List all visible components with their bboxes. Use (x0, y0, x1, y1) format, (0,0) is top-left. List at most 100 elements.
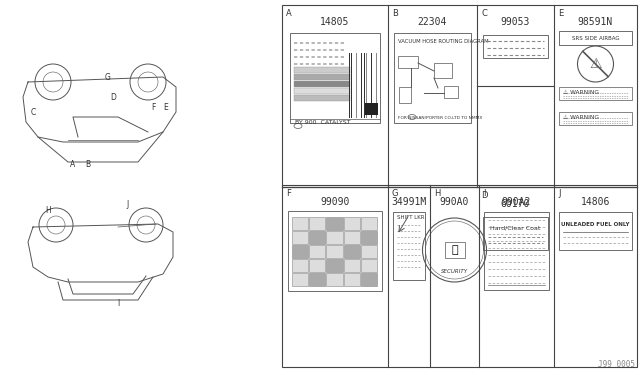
Text: F: F (151, 103, 155, 112)
Bar (290, 33, 380, 123)
Text: J: J (558, 189, 561, 198)
Text: SRS SIDE AIRBAG: SRS SIDE AIRBAG (572, 35, 620, 41)
Bar (326, 217, 342, 230)
Text: A: A (286, 9, 292, 18)
Bar (394, 33, 471, 123)
Bar (361, 245, 377, 258)
Text: 60170: 60170 (501, 199, 530, 209)
Text: C: C (481, 9, 487, 18)
Text: 990A2: 990A2 (502, 197, 531, 207)
Text: ⚠: ⚠ (589, 57, 602, 71)
Bar (393, 212, 425, 280)
Text: SHIFT LKR: SHIFT LKR (397, 215, 424, 220)
Text: E: E (558, 9, 563, 18)
Bar (292, 245, 308, 258)
Text: 99090: 99090 (320, 197, 349, 207)
Text: FOR NISSAN/PORTER CO,LTD TO NMMX: FOR NISSAN/PORTER CO,LTD TO NMMX (398, 116, 483, 120)
Bar (398, 56, 418, 68)
Bar (559, 112, 632, 125)
Text: 22304: 22304 (418, 17, 447, 27)
Bar (288, 211, 382, 291)
Bar (292, 231, 308, 244)
Bar (344, 273, 360, 286)
Text: I: I (117, 299, 119, 308)
Bar (294, 88, 350, 94)
Bar (294, 81, 350, 87)
Text: SECURITY: SECURITY (441, 269, 468, 274)
Bar (371, 53, 372, 118)
Bar (309, 273, 325, 286)
Bar (445, 242, 465, 258)
Text: B: B (85, 160, 91, 169)
Bar (309, 231, 325, 244)
Text: 14805: 14805 (320, 17, 349, 27)
Bar (326, 259, 342, 272)
Bar (344, 231, 360, 244)
Text: D: D (110, 93, 116, 102)
Bar (376, 53, 377, 118)
Bar (559, 87, 632, 100)
Bar (344, 259, 360, 272)
Bar (361, 217, 377, 230)
Text: VACUUM HOSE ROUTING DIAGRAM: VACUUM HOSE ROUTING DIAGRAM (398, 39, 488, 44)
Bar (351, 53, 352, 118)
Bar (282, 5, 637, 187)
Bar (361, 259, 377, 272)
Bar (309, 217, 325, 230)
Bar (366, 53, 367, 118)
Bar (309, 245, 325, 258)
Text: Hard/Clear Coat: Hard/Clear Coat (490, 225, 541, 230)
Bar (364, 53, 365, 118)
Bar (434, 63, 452, 78)
Text: 🔒: 🔒 (451, 245, 458, 255)
Text: H: H (434, 189, 440, 198)
Bar (559, 31, 632, 45)
Text: F: F (286, 189, 291, 198)
Bar (326, 231, 342, 244)
Text: H: H (45, 205, 51, 215)
Text: UNLEADED FUEL ONLY: UNLEADED FUEL ONLY (561, 222, 630, 227)
Bar (309, 259, 325, 272)
Bar (361, 273, 377, 286)
Text: ⚠ WARNING: ⚠ WARNING (563, 90, 599, 95)
Text: I: I (483, 189, 486, 198)
Bar (353, 53, 354, 118)
Bar (326, 245, 342, 258)
Text: 14806: 14806 (581, 197, 610, 207)
Bar (559, 212, 632, 250)
Bar (361, 53, 362, 118)
Bar (294, 67, 350, 73)
Text: E: E (164, 103, 168, 112)
Bar (483, 217, 548, 250)
Text: BY 900  CATALYST: BY 900 CATALYST (295, 120, 351, 125)
Bar (356, 53, 357, 118)
Text: 34991M: 34991M (392, 197, 427, 207)
Text: C: C (30, 108, 36, 116)
Text: J99 0005: J99 0005 (598, 360, 635, 369)
Bar (444, 86, 458, 98)
Text: G: G (105, 73, 111, 81)
Bar (365, 103, 378, 115)
Text: A: A (70, 160, 76, 169)
Bar (344, 217, 360, 230)
Text: 990A0: 990A0 (440, 197, 469, 207)
Bar (294, 74, 350, 80)
Bar (326, 273, 342, 286)
Text: 99053: 99053 (501, 17, 530, 27)
Bar (484, 212, 549, 290)
Bar (292, 217, 308, 230)
Bar (358, 53, 359, 118)
Bar (344, 245, 360, 258)
Text: 98591N: 98591N (578, 17, 613, 27)
Bar (399, 87, 411, 103)
Bar (292, 259, 308, 272)
Text: G: G (392, 189, 399, 198)
Bar (282, 185, 637, 367)
Bar (361, 231, 377, 244)
Bar (292, 273, 308, 286)
Bar (294, 95, 350, 101)
Text: ⚠ WARNING: ⚠ WARNING (563, 115, 599, 120)
Text: J: J (127, 199, 129, 208)
Text: B: B (392, 9, 398, 18)
Bar (483, 35, 548, 58)
